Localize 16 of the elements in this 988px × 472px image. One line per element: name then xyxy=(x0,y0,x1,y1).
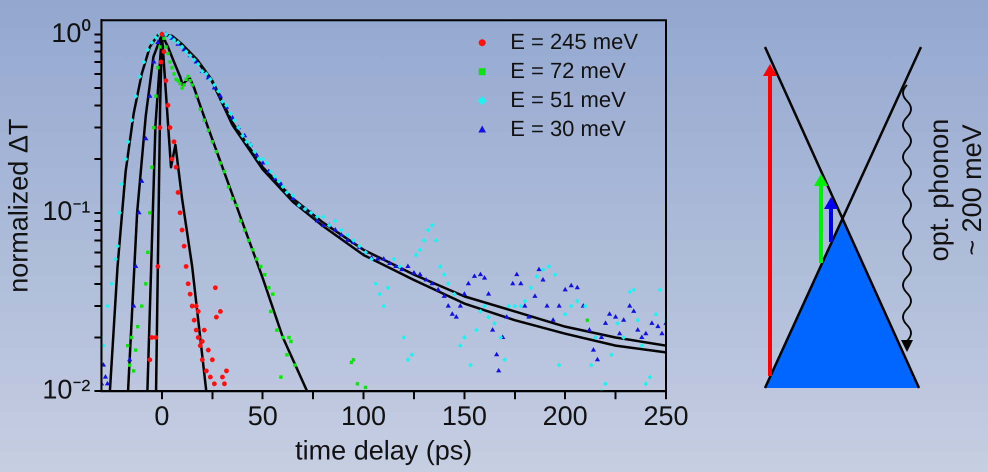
x-tick-label: 250 xyxy=(643,400,689,431)
x-axis-title: time delay (ps) xyxy=(295,435,472,466)
dirac-cone-diagram: opt. phonon ~ 200 meV xyxy=(740,0,988,472)
y-tick-label: 10⁻² xyxy=(42,374,90,405)
x-tick-label: 200 xyxy=(542,400,588,431)
legend-label: E = 245 meV xyxy=(510,28,638,54)
x-tick-label: 0 xyxy=(154,400,170,431)
legend-label: E = 72 meV xyxy=(510,58,626,83)
x-tick-label: 50 xyxy=(248,400,278,431)
legend-label: E = 51 meV xyxy=(510,86,626,112)
legend-label: E = 30 meV xyxy=(510,116,626,141)
x-tick-label: 100 xyxy=(341,400,386,431)
y-axis-title: normalized ΔT xyxy=(4,118,34,293)
y-tick-label: 10⁰ xyxy=(51,18,90,48)
y-tick-label: 10⁻¹ xyxy=(42,196,90,226)
x-tick-label: 150 xyxy=(442,400,487,431)
